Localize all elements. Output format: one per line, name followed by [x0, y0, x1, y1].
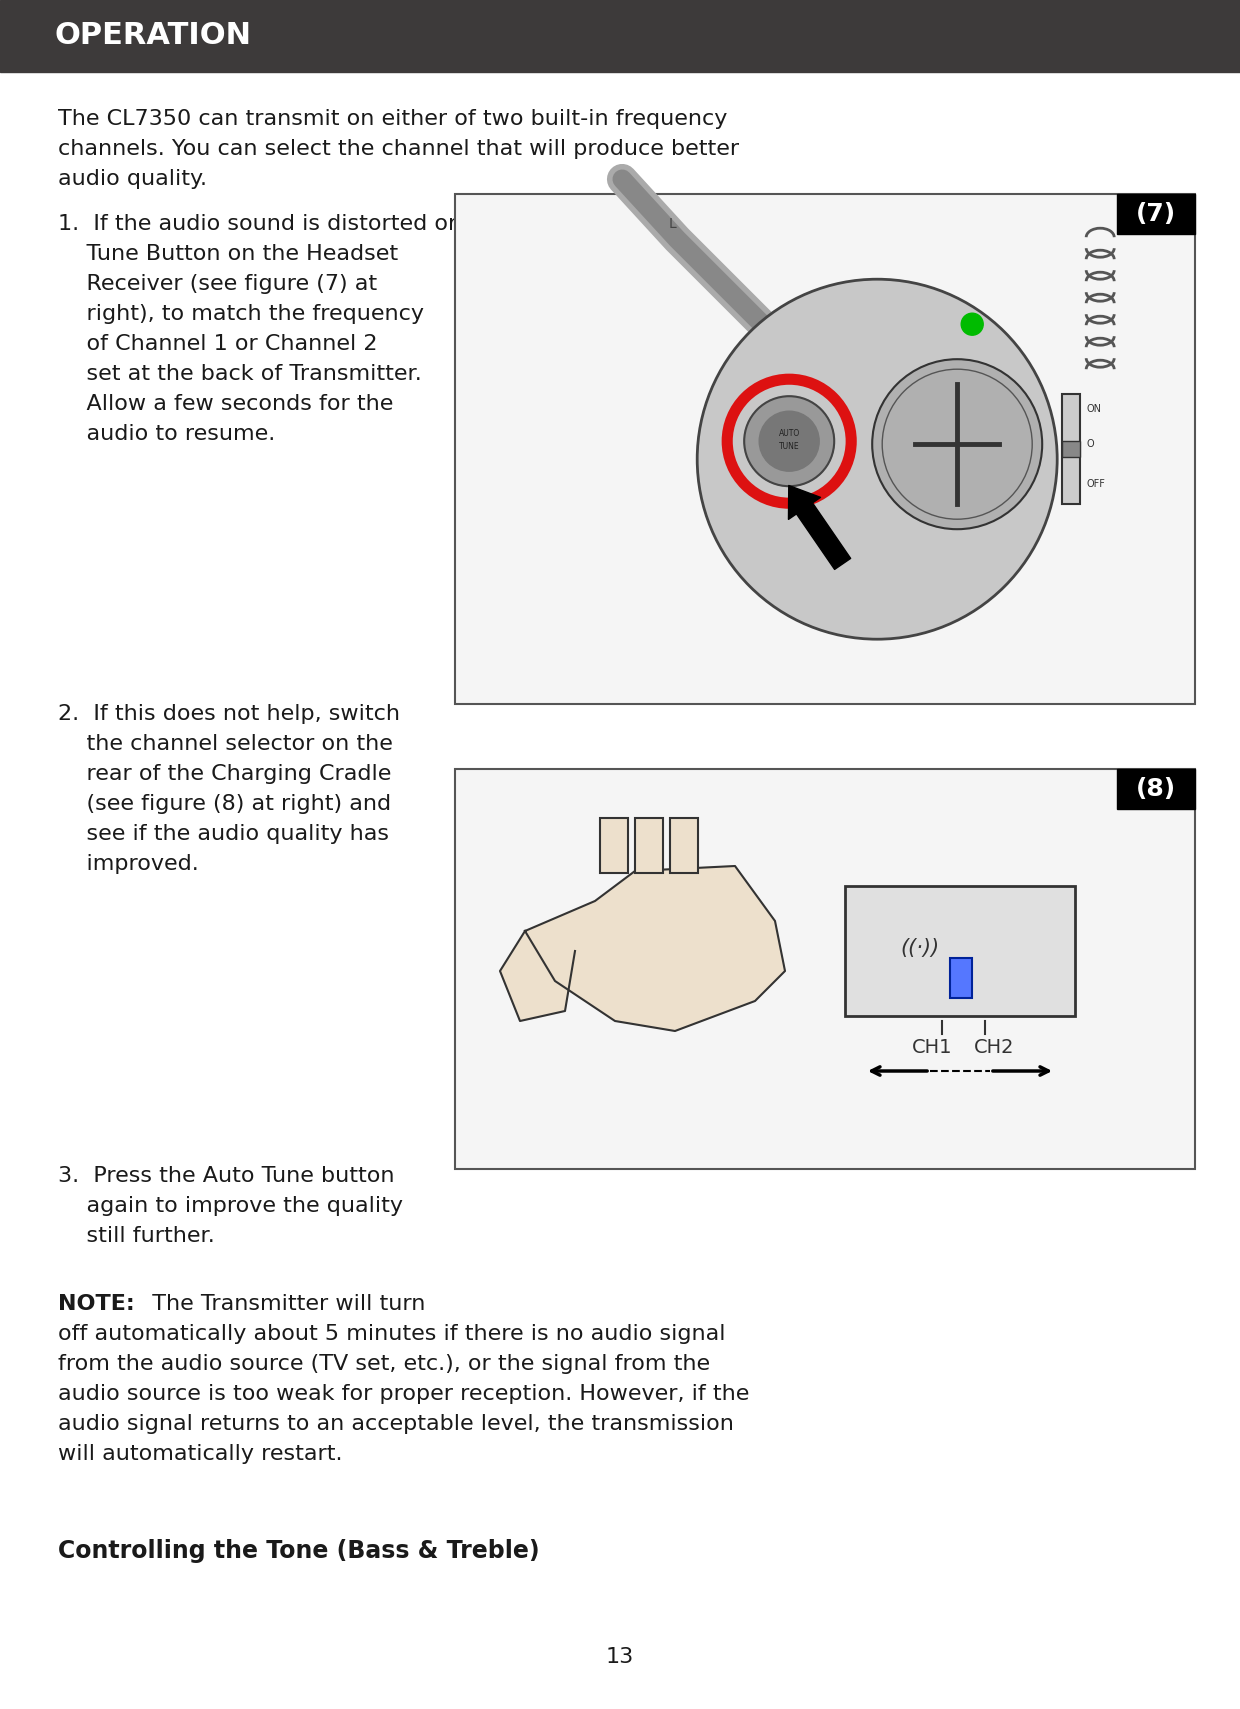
- Text: right), to match the frequency: right), to match the frequency: [58, 304, 424, 325]
- Text: AUTO: AUTO: [779, 429, 800, 438]
- Text: TUNE: TUNE: [779, 441, 800, 451]
- Text: see if the audio quality has: see if the audio quality has: [58, 824, 389, 844]
- Text: improved.: improved.: [58, 854, 198, 873]
- Bar: [950, 959, 972, 998]
- Text: off automatically about 5 minutes if there is no audio signal: off automatically about 5 minutes if the…: [58, 1324, 725, 1343]
- Bar: [670, 819, 698, 873]
- Text: audio to resume.: audio to resume.: [58, 424, 275, 444]
- Text: Receiver (see figure (7) at: Receiver (see figure (7) at: [58, 273, 377, 294]
- Bar: [1063, 395, 1080, 504]
- Text: audio signal returns to an acceptable level, the transmission: audio signal returns to an acceptable le…: [58, 1413, 734, 1434]
- Text: Tune Button on the Headset: Tune Button on the Headset: [58, 244, 398, 263]
- Text: set at the back of Transmitter.: set at the back of Transmitter.: [58, 364, 422, 385]
- Polygon shape: [525, 866, 785, 1031]
- Bar: [635, 819, 663, 873]
- Text: CH2: CH2: [975, 1037, 1014, 1056]
- Text: audio quality.: audio quality.: [58, 169, 207, 190]
- Text: 13: 13: [606, 1647, 634, 1666]
- Text: Controlling the Tone (Bass & Treble): Controlling the Tone (Bass & Treble): [58, 1540, 539, 1564]
- Text: Allow a few seconds for the: Allow a few seconds for the: [58, 395, 393, 414]
- Bar: [844, 885, 1075, 1015]
- Text: 1.  If the audio sound is distorted or unclear, press the Auto: 1. If the audio sound is distorted or un…: [58, 214, 724, 234]
- Text: The Transmitter will turn: The Transmitter will turn: [138, 1294, 425, 1314]
- Text: L: L: [668, 217, 676, 231]
- Bar: [1117, 195, 1195, 234]
- Text: rear of the Charging Cradle: rear of the Charging Cradle: [58, 764, 392, 784]
- Text: OPERATION: OPERATION: [55, 22, 252, 51]
- Bar: [1063, 441, 1080, 458]
- Polygon shape: [500, 931, 575, 1020]
- Circle shape: [872, 359, 1042, 530]
- Text: (8): (8): [1136, 778, 1176, 802]
- Circle shape: [697, 279, 1058, 639]
- Text: again to improve the quality: again to improve the quality: [58, 1196, 403, 1217]
- Text: The CL7350 can transmit on either of two built-in frequency: The CL7350 can transmit on either of two…: [58, 109, 728, 128]
- Text: of Channel 1 or Channel 2: of Channel 1 or Channel 2: [58, 333, 377, 354]
- Bar: [1117, 769, 1195, 808]
- Bar: [0, 0, 1240, 72]
- Text: OFF: OFF: [1086, 479, 1105, 489]
- Text: will automatically restart.: will automatically restart.: [58, 1444, 342, 1465]
- Text: ON: ON: [1086, 405, 1101, 414]
- Circle shape: [744, 396, 835, 485]
- Text: channels. You can select the channel that will produce better: channels. You can select the channel tha…: [58, 138, 739, 159]
- Text: 2.  If this does not help, switch: 2. If this does not help, switch: [58, 704, 401, 725]
- Bar: [455, 195, 1195, 704]
- Text: 3.  Press the Auto Tune button: 3. Press the Auto Tune button: [58, 1166, 394, 1186]
- Text: audio source is too weak for proper reception. However, if the: audio source is too weak for proper rece…: [58, 1384, 749, 1405]
- Text: the channel selector on the: the channel selector on the: [58, 733, 393, 754]
- Text: from the audio source (TV set, etc.), or the signal from the: from the audio source (TV set, etc.), or…: [58, 1354, 711, 1374]
- FancyArrowPatch shape: [789, 485, 851, 569]
- Text: ((·)): ((·)): [900, 938, 940, 959]
- Text: (7): (7): [1136, 202, 1176, 226]
- Text: CH1: CH1: [913, 1037, 952, 1056]
- Text: NOTE:: NOTE:: [58, 1294, 135, 1314]
- Circle shape: [961, 313, 983, 335]
- Bar: [600, 819, 627, 873]
- Text: (see figure (8) at right) and: (see figure (8) at right) and: [58, 795, 391, 813]
- Circle shape: [759, 412, 820, 472]
- Text: O: O: [1086, 439, 1094, 449]
- Text: still further.: still further.: [58, 1225, 215, 1246]
- Bar: [455, 769, 1195, 1169]
